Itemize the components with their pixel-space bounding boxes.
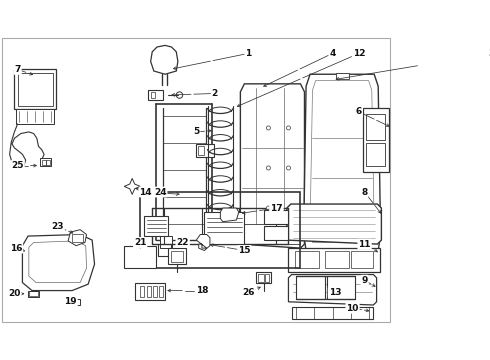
Polygon shape <box>304 74 381 251</box>
Bar <box>40 158 51 166</box>
Polygon shape <box>124 179 140 194</box>
Ellipse shape <box>127 254 132 260</box>
Bar <box>351 251 373 268</box>
Bar <box>171 251 183 262</box>
Bar <box>159 286 164 297</box>
Bar <box>124 246 156 268</box>
Circle shape <box>333 285 337 290</box>
Bar <box>64 298 80 305</box>
Circle shape <box>287 166 291 170</box>
Polygon shape <box>196 234 210 251</box>
Text: 25: 25 <box>11 161 24 170</box>
Bar <box>366 143 386 166</box>
Text: 6: 6 <box>356 107 362 116</box>
Text: 26: 26 <box>242 288 255 297</box>
Bar <box>18 73 53 106</box>
Bar <box>265 210 289 224</box>
Bar <box>140 286 144 297</box>
Bar <box>336 73 348 79</box>
Text: 14: 14 <box>140 188 152 197</box>
Bar <box>28 291 39 297</box>
Bar <box>289 248 380 272</box>
Circle shape <box>267 206 270 210</box>
Polygon shape <box>220 208 239 222</box>
Ellipse shape <box>147 254 151 260</box>
Circle shape <box>267 126 270 130</box>
Text: 9: 9 <box>362 276 368 285</box>
Polygon shape <box>289 275 377 305</box>
Bar <box>140 192 300 268</box>
Circle shape <box>267 166 270 170</box>
Text: 20: 20 <box>8 289 21 298</box>
Bar <box>168 248 186 264</box>
Bar <box>258 274 264 282</box>
Bar <box>160 236 172 248</box>
Bar <box>14 69 56 109</box>
Bar <box>256 272 271 283</box>
Bar <box>47 160 50 165</box>
Text: 4: 4 <box>329 49 336 58</box>
Bar <box>72 234 83 243</box>
Text: 15: 15 <box>238 246 251 255</box>
Bar <box>144 216 168 236</box>
Text: 7: 7 <box>14 65 21 74</box>
Circle shape <box>247 219 266 238</box>
Bar <box>295 251 319 268</box>
Bar <box>265 274 269 282</box>
Text: 11: 11 <box>358 240 371 249</box>
Bar <box>327 276 355 298</box>
Circle shape <box>176 92 183 98</box>
Text: 10: 10 <box>346 304 359 313</box>
Bar <box>198 145 204 155</box>
Text: 17: 17 <box>270 203 283 212</box>
Circle shape <box>287 126 291 130</box>
Circle shape <box>251 223 261 233</box>
Circle shape <box>302 285 307 290</box>
Text: 5: 5 <box>193 127 199 136</box>
Text: 22: 22 <box>176 238 189 247</box>
Bar <box>324 251 348 268</box>
Bar <box>150 92 155 98</box>
Ellipse shape <box>134 254 139 260</box>
Bar <box>204 212 245 244</box>
Bar <box>135 283 165 300</box>
Text: 19: 19 <box>64 297 77 306</box>
Bar <box>366 114 386 140</box>
Polygon shape <box>150 45 178 74</box>
Bar <box>148 90 163 100</box>
Bar <box>147 286 150 297</box>
Bar <box>42 160 46 165</box>
Text: 2: 2 <box>212 89 218 98</box>
Text: 16: 16 <box>10 244 22 253</box>
Bar <box>196 144 214 157</box>
Bar <box>16 109 54 124</box>
Bar <box>153 286 157 297</box>
Text: 1: 1 <box>245 49 251 58</box>
Circle shape <box>310 285 315 290</box>
Bar <box>245 224 300 244</box>
Bar <box>296 276 324 298</box>
Bar <box>29 291 38 296</box>
Polygon shape <box>287 204 381 244</box>
Text: 23: 23 <box>51 222 64 231</box>
Polygon shape <box>23 234 95 291</box>
Ellipse shape <box>140 254 145 260</box>
Bar <box>363 108 389 172</box>
Circle shape <box>341 285 345 290</box>
Ellipse shape <box>67 300 78 304</box>
Text: 21: 21 <box>134 238 147 247</box>
Text: 13: 13 <box>329 288 341 297</box>
Text: 3: 3 <box>489 49 490 58</box>
Text: 18: 18 <box>196 286 208 295</box>
Bar <box>293 307 372 319</box>
Text: 24: 24 <box>154 188 167 197</box>
Polygon shape <box>68 230 87 246</box>
Text: 8: 8 <box>362 188 368 197</box>
Polygon shape <box>241 84 304 248</box>
Text: 12: 12 <box>353 49 365 58</box>
Bar <box>265 226 289 240</box>
